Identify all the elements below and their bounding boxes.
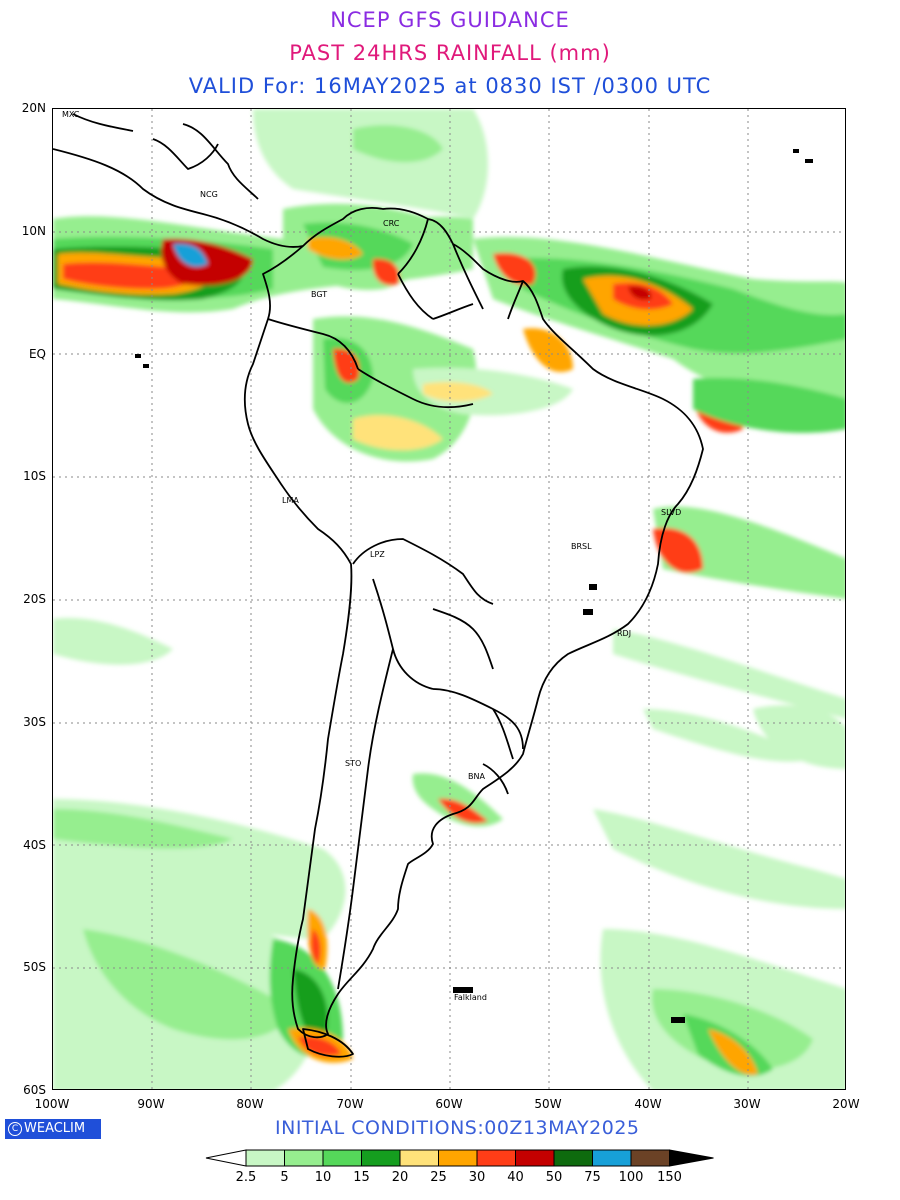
- city-crc: CRC: [383, 219, 400, 228]
- city-sto: STO: [345, 759, 361, 768]
- lon-label: 70W: [320, 1097, 380, 1111]
- lat-label: 20N: [0, 101, 46, 115]
- legend-swatch: [400, 1150, 439, 1166]
- lat-label: 10N: [0, 224, 46, 238]
- city-brsl: BRSL: [571, 542, 592, 551]
- valid-time: VALID For: 16MAY2025 at 0830 IST /0300 U…: [0, 74, 900, 98]
- legend-swatch: [477, 1150, 516, 1166]
- city-falkland: Falkland: [454, 993, 487, 1002]
- city-lma: LMA: [282, 496, 299, 505]
- city-mxc: MXC: [62, 110, 80, 119]
- legend-label: 40: [496, 1170, 536, 1185]
- legend-swatch: [670, 1150, 714, 1166]
- lat-label: EQ: [0, 347, 46, 361]
- legend-swatch: [206, 1150, 246, 1166]
- legend-label: 5: [265, 1170, 305, 1185]
- city-rdj: RDJ: [617, 629, 631, 638]
- legend-label: 2.5: [226, 1170, 266, 1185]
- legend-label: 75: [573, 1170, 613, 1185]
- lon-label: 20W: [816, 1097, 876, 1111]
- legend-swatch: [362, 1150, 401, 1166]
- legend-label: 100: [611, 1170, 651, 1185]
- rainfall-map: MXC NCG CRC BGT LMA LPZ SLVD BRSL RDJ ST…: [52, 108, 846, 1090]
- weaclim-logo: C WEACLIM: [5, 1119, 101, 1139]
- legend-swatch: [246, 1150, 285, 1166]
- legend-swatch: [439, 1150, 478, 1166]
- legend-label: 25: [419, 1170, 459, 1185]
- legend-swatch: [516, 1150, 555, 1166]
- c-circle-icon: C: [8, 1122, 22, 1136]
- city-bgt: BGT: [311, 290, 327, 299]
- lat-label: 30S: [0, 715, 46, 729]
- lon-label: 30W: [717, 1097, 777, 1111]
- lat-label: 50S: [0, 960, 46, 974]
- lat-label: 10S: [0, 469, 46, 483]
- lon-label: 100W: [22, 1097, 82, 1111]
- legend-swatch: [593, 1150, 632, 1166]
- legend-label: 150: [650, 1170, 690, 1185]
- map-canvas: MXC NCG CRC BGT LMA LPZ SLVD BRSL RDJ ST…: [53, 109, 846, 1090]
- legend-swatch: [554, 1150, 593, 1166]
- city-lpz: LPZ: [370, 550, 385, 559]
- legend-label: 20: [380, 1170, 420, 1185]
- lon-label: 40W: [618, 1097, 678, 1111]
- brand-label: WEACLIM: [24, 1121, 85, 1136]
- lat-label: 40S: [0, 838, 46, 852]
- legend-label: 15: [342, 1170, 382, 1185]
- rainfall-legend: [200, 1148, 760, 1172]
- city-ncg: NCG: [200, 190, 218, 199]
- lon-label: 80W: [220, 1097, 280, 1111]
- legend-label: 30: [457, 1170, 497, 1185]
- initial-conditions: INITIAL CONDITIONS:00Z13MAY2025: [275, 1117, 640, 1139]
- legend-label: 10: [303, 1170, 343, 1185]
- lat-label: 20S: [0, 592, 46, 606]
- lon-label: 60W: [419, 1097, 479, 1111]
- map-title: NCEP GFS GUIDANCE: [0, 8, 900, 32]
- lon-label: 90W: [121, 1097, 181, 1111]
- legend-swatch: [631, 1150, 670, 1166]
- lon-label: 50W: [518, 1097, 578, 1111]
- map-subtitle: PAST 24HRS RAINFALL (mm): [0, 41, 900, 65]
- legend-label: 50: [534, 1170, 574, 1185]
- legend-swatch: [285, 1150, 324, 1166]
- city-bna: BNA: [468, 772, 485, 781]
- city-slvd: SLVD: [661, 508, 681, 517]
- lat-label: 60S: [0, 1083, 46, 1097]
- legend-swatch: [323, 1150, 362, 1166]
